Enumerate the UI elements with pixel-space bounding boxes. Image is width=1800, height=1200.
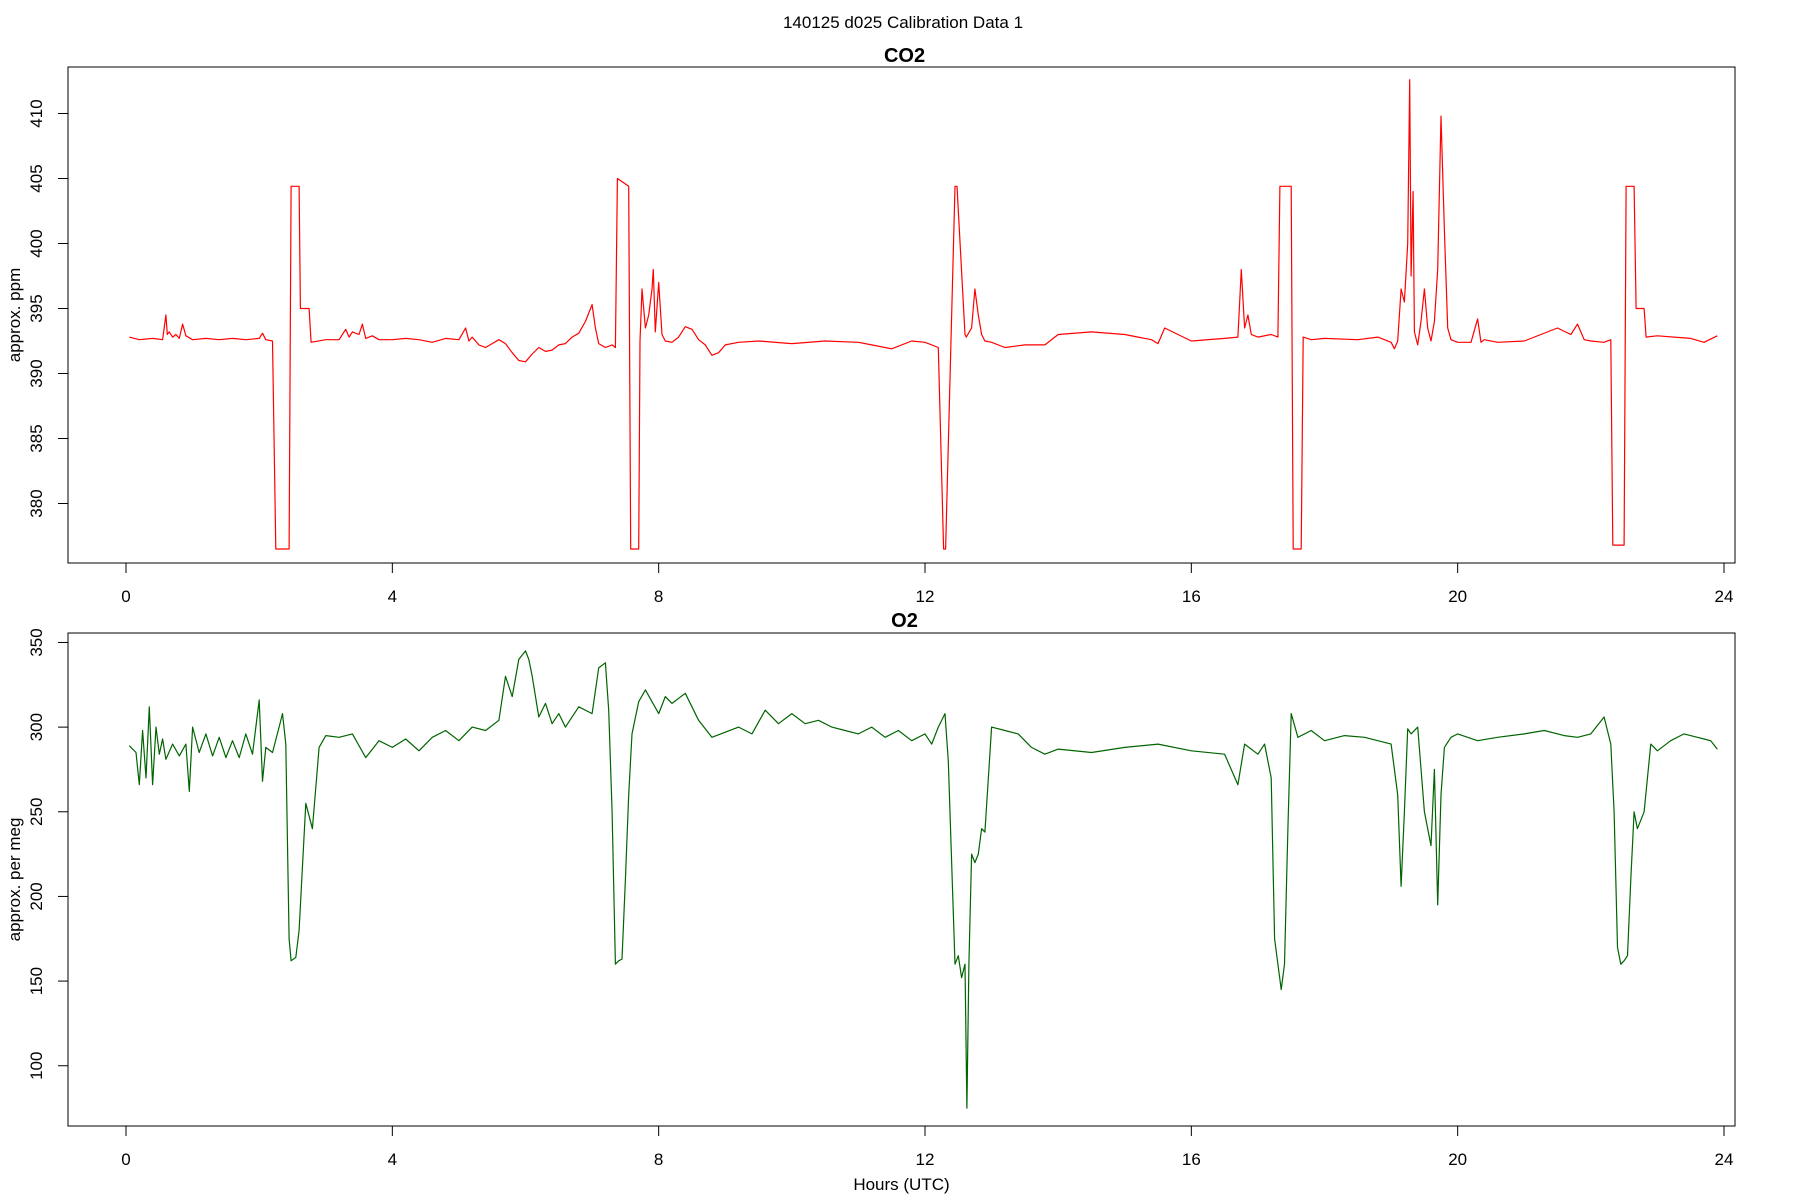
chart-panels: CO2 0 4 8 12 16 20 24 380 385 390 395 400 405 410 appro…: [5, 45, 1736, 1194]
o2-panel-title: O2: [891, 610, 918, 632]
o2-x-tick-label: 8: [654, 1150, 663, 1169]
figure-supertitle: 140125 d025 Calibration Data 1: [783, 13, 1023, 32]
co2-y-tick-label: 390: [27, 359, 46, 387]
co2-y-tick-label: 380: [27, 489, 46, 517]
co2-panel: CO2 0 4 8 12 16 20 24 380 385 390 395 400 405 410 appro…: [5, 45, 1736, 606]
co2-x-tick-label: 24: [1715, 587, 1734, 606]
o2-y-tick-label: 150: [27, 967, 46, 995]
o2-y-tick-label: 350: [27, 628, 46, 656]
co2-x-tick-label: 0: [121, 587, 130, 606]
co2-x-tick-label: 20: [1448, 587, 1467, 606]
co2-series-line: [129, 79, 1718, 550]
o2-panel: O2 0 4 8 12 16 20 24 100 150 200 250 300 350 approx. p…: [5, 610, 1736, 1194]
o2-x-axis-label: Hours (UTC): [853, 1175, 949, 1194]
co2-y-tick-label: 385: [27, 424, 46, 452]
o2-x-tick-label: 4: [388, 1150, 397, 1169]
co2-x-tick-label: 4: [388, 587, 397, 606]
o2-x-tick-label: 12: [916, 1150, 935, 1169]
o2-x-tick-label: 24: [1715, 1150, 1734, 1169]
o2-series-line: [128, 650, 1718, 1109]
co2-x-tick-label: 8: [654, 587, 663, 606]
co2-y-tick-label: 410: [27, 99, 46, 127]
co2-y-tick-label: 400: [27, 229, 46, 257]
o2-plot-frame: [67, 632, 1736, 1127]
co2-y-tick-label: 405: [27, 164, 46, 192]
o2-x-tick-label: 0: [121, 1150, 130, 1169]
o2-x-tick-label: 16: [1182, 1150, 1201, 1169]
o2-x-tick-label: 20: [1448, 1150, 1467, 1169]
o2-y-axis-label: approx. per meg: [5, 818, 24, 942]
co2-y-axis-label: approx. ppm: [5, 268, 24, 363]
o2-y-tick-label: 300: [27, 713, 46, 741]
o2-y-tick-label: 200: [27, 882, 46, 910]
co2-panel-title: CO2: [884, 45, 925, 67]
co2-y-tick-label: 395: [27, 294, 46, 322]
co2-x-tick-label: 12: [916, 587, 935, 606]
o2-y-tick-label: 250: [27, 798, 46, 826]
co2-plot-frame: [67, 66, 1736, 564]
co2-x-tick-label: 16: [1182, 587, 1201, 606]
o2-y-tick-label: 100: [27, 1052, 46, 1080]
